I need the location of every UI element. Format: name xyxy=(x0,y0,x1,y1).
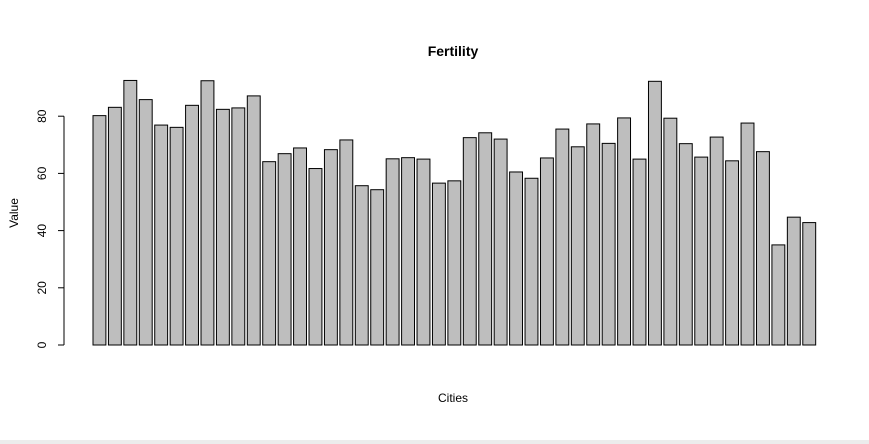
bar xyxy=(539,157,554,346)
bar xyxy=(478,132,493,346)
bar xyxy=(694,156,709,346)
y-tick-label: 0 xyxy=(35,341,49,348)
bar xyxy=(339,139,354,346)
bar xyxy=(138,99,153,346)
bar xyxy=(123,79,138,346)
bar xyxy=(92,115,107,346)
bar xyxy=(802,222,817,346)
bar xyxy=(169,126,184,346)
y-tick-label: 60 xyxy=(35,166,49,180)
bar xyxy=(293,147,307,346)
bar xyxy=(586,123,601,346)
bars-group xyxy=(92,79,817,346)
bar xyxy=(246,95,261,346)
bar xyxy=(185,104,199,346)
bar xyxy=(462,137,477,346)
y-tick-label: 80 xyxy=(35,109,49,123)
x-axis-label: Cities xyxy=(438,391,468,405)
bar xyxy=(200,80,215,346)
bar xyxy=(262,161,277,346)
bar xyxy=(447,180,462,346)
bar xyxy=(647,80,662,346)
bar xyxy=(370,189,385,346)
bar xyxy=(431,182,446,346)
bar xyxy=(555,128,570,346)
bar xyxy=(709,136,724,346)
y-axis: 0 20 40 60 80 xyxy=(35,109,65,348)
bar xyxy=(570,146,585,346)
bar xyxy=(493,138,508,346)
bar xyxy=(215,108,230,346)
bar xyxy=(231,107,246,346)
bar xyxy=(323,149,338,346)
y-tick-label: 40 xyxy=(35,224,49,238)
bar xyxy=(786,216,801,346)
bar xyxy=(678,143,693,346)
chart-title: Fertility xyxy=(428,43,479,59)
bar xyxy=(385,158,400,346)
bar xyxy=(354,185,369,346)
bar xyxy=(524,177,539,346)
bar xyxy=(725,160,740,346)
bottom-divider xyxy=(0,440,869,444)
y-axis-label: Value xyxy=(7,198,21,228)
bar xyxy=(277,153,292,346)
bar xyxy=(663,117,678,346)
bar xyxy=(601,142,616,346)
y-tick-label: 20 xyxy=(35,281,49,295)
bar xyxy=(509,171,524,346)
bar xyxy=(632,158,647,346)
bar xyxy=(154,124,169,346)
bar xyxy=(401,157,416,346)
bar xyxy=(308,168,323,346)
bar xyxy=(771,244,786,346)
bar xyxy=(617,117,632,346)
bar xyxy=(755,151,770,346)
bar xyxy=(107,106,122,346)
bar xyxy=(740,122,755,346)
bar xyxy=(416,158,431,346)
